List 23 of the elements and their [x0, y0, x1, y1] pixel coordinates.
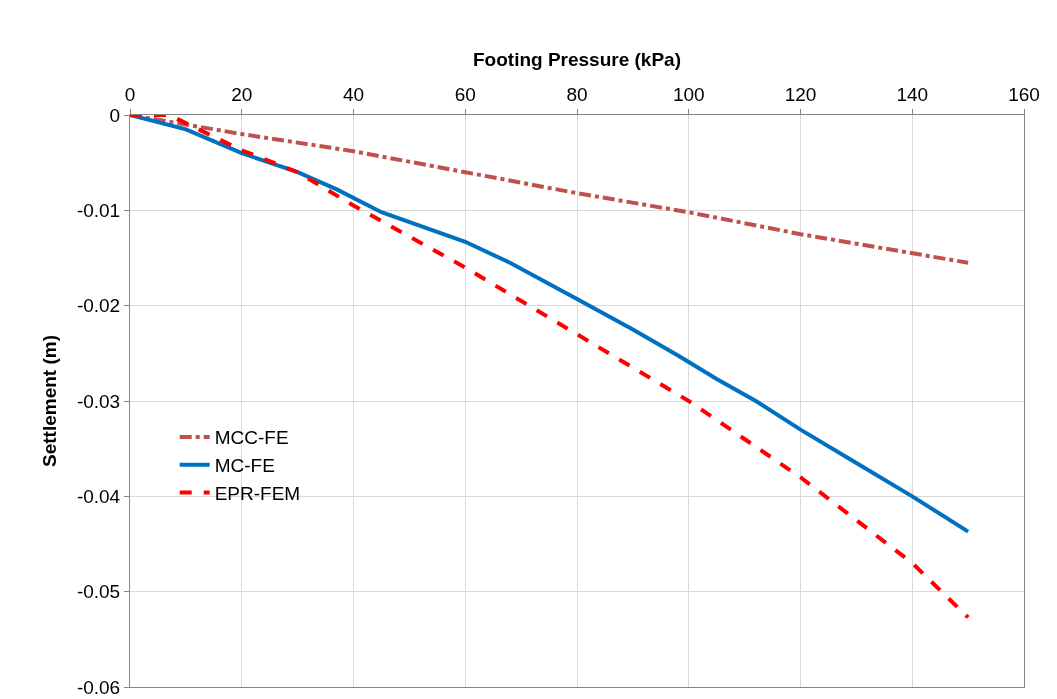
- y-tick-label: -0.05: [76, 581, 121, 603]
- line-series: [130, 115, 971, 534]
- y-tick-label: 0: [109, 104, 121, 126]
- x-tick-label: 20: [231, 84, 253, 106]
- y-tick-label: -0.01: [76, 199, 121, 221]
- x-tick-label: 40: [342, 84, 365, 106]
- x-tick-label: 100: [672, 84, 705, 106]
- x-tick-label: 80: [566, 84, 588, 106]
- legend-label: MC-FE: [214, 455, 275, 477]
- x-tick-label: 140: [896, 84, 929, 106]
- x-tick-label: 160: [1008, 84, 1040, 106]
- x-tick-label: 120: [784, 84, 817, 106]
- y-tick-label: -0.03: [76, 390, 121, 412]
- x-tick-label: 60: [454, 84, 476, 106]
- x-axis-title: Footing Pressure (kPa): [473, 49, 681, 71]
- y-tick-label: -0.06: [76, 676, 121, 698]
- y-tick-label: -0.04: [76, 485, 121, 507]
- y-tick-label: -0.02: [76, 295, 121, 317]
- legend-label: EPR-FEM: [214, 482, 301, 504]
- legend-label: MCC-FE: [214, 427, 289, 449]
- line-series: [130, 115, 971, 620]
- y-axis-title: Settlement (m): [38, 335, 60, 467]
- x-tick-label: 0: [124, 84, 136, 106]
